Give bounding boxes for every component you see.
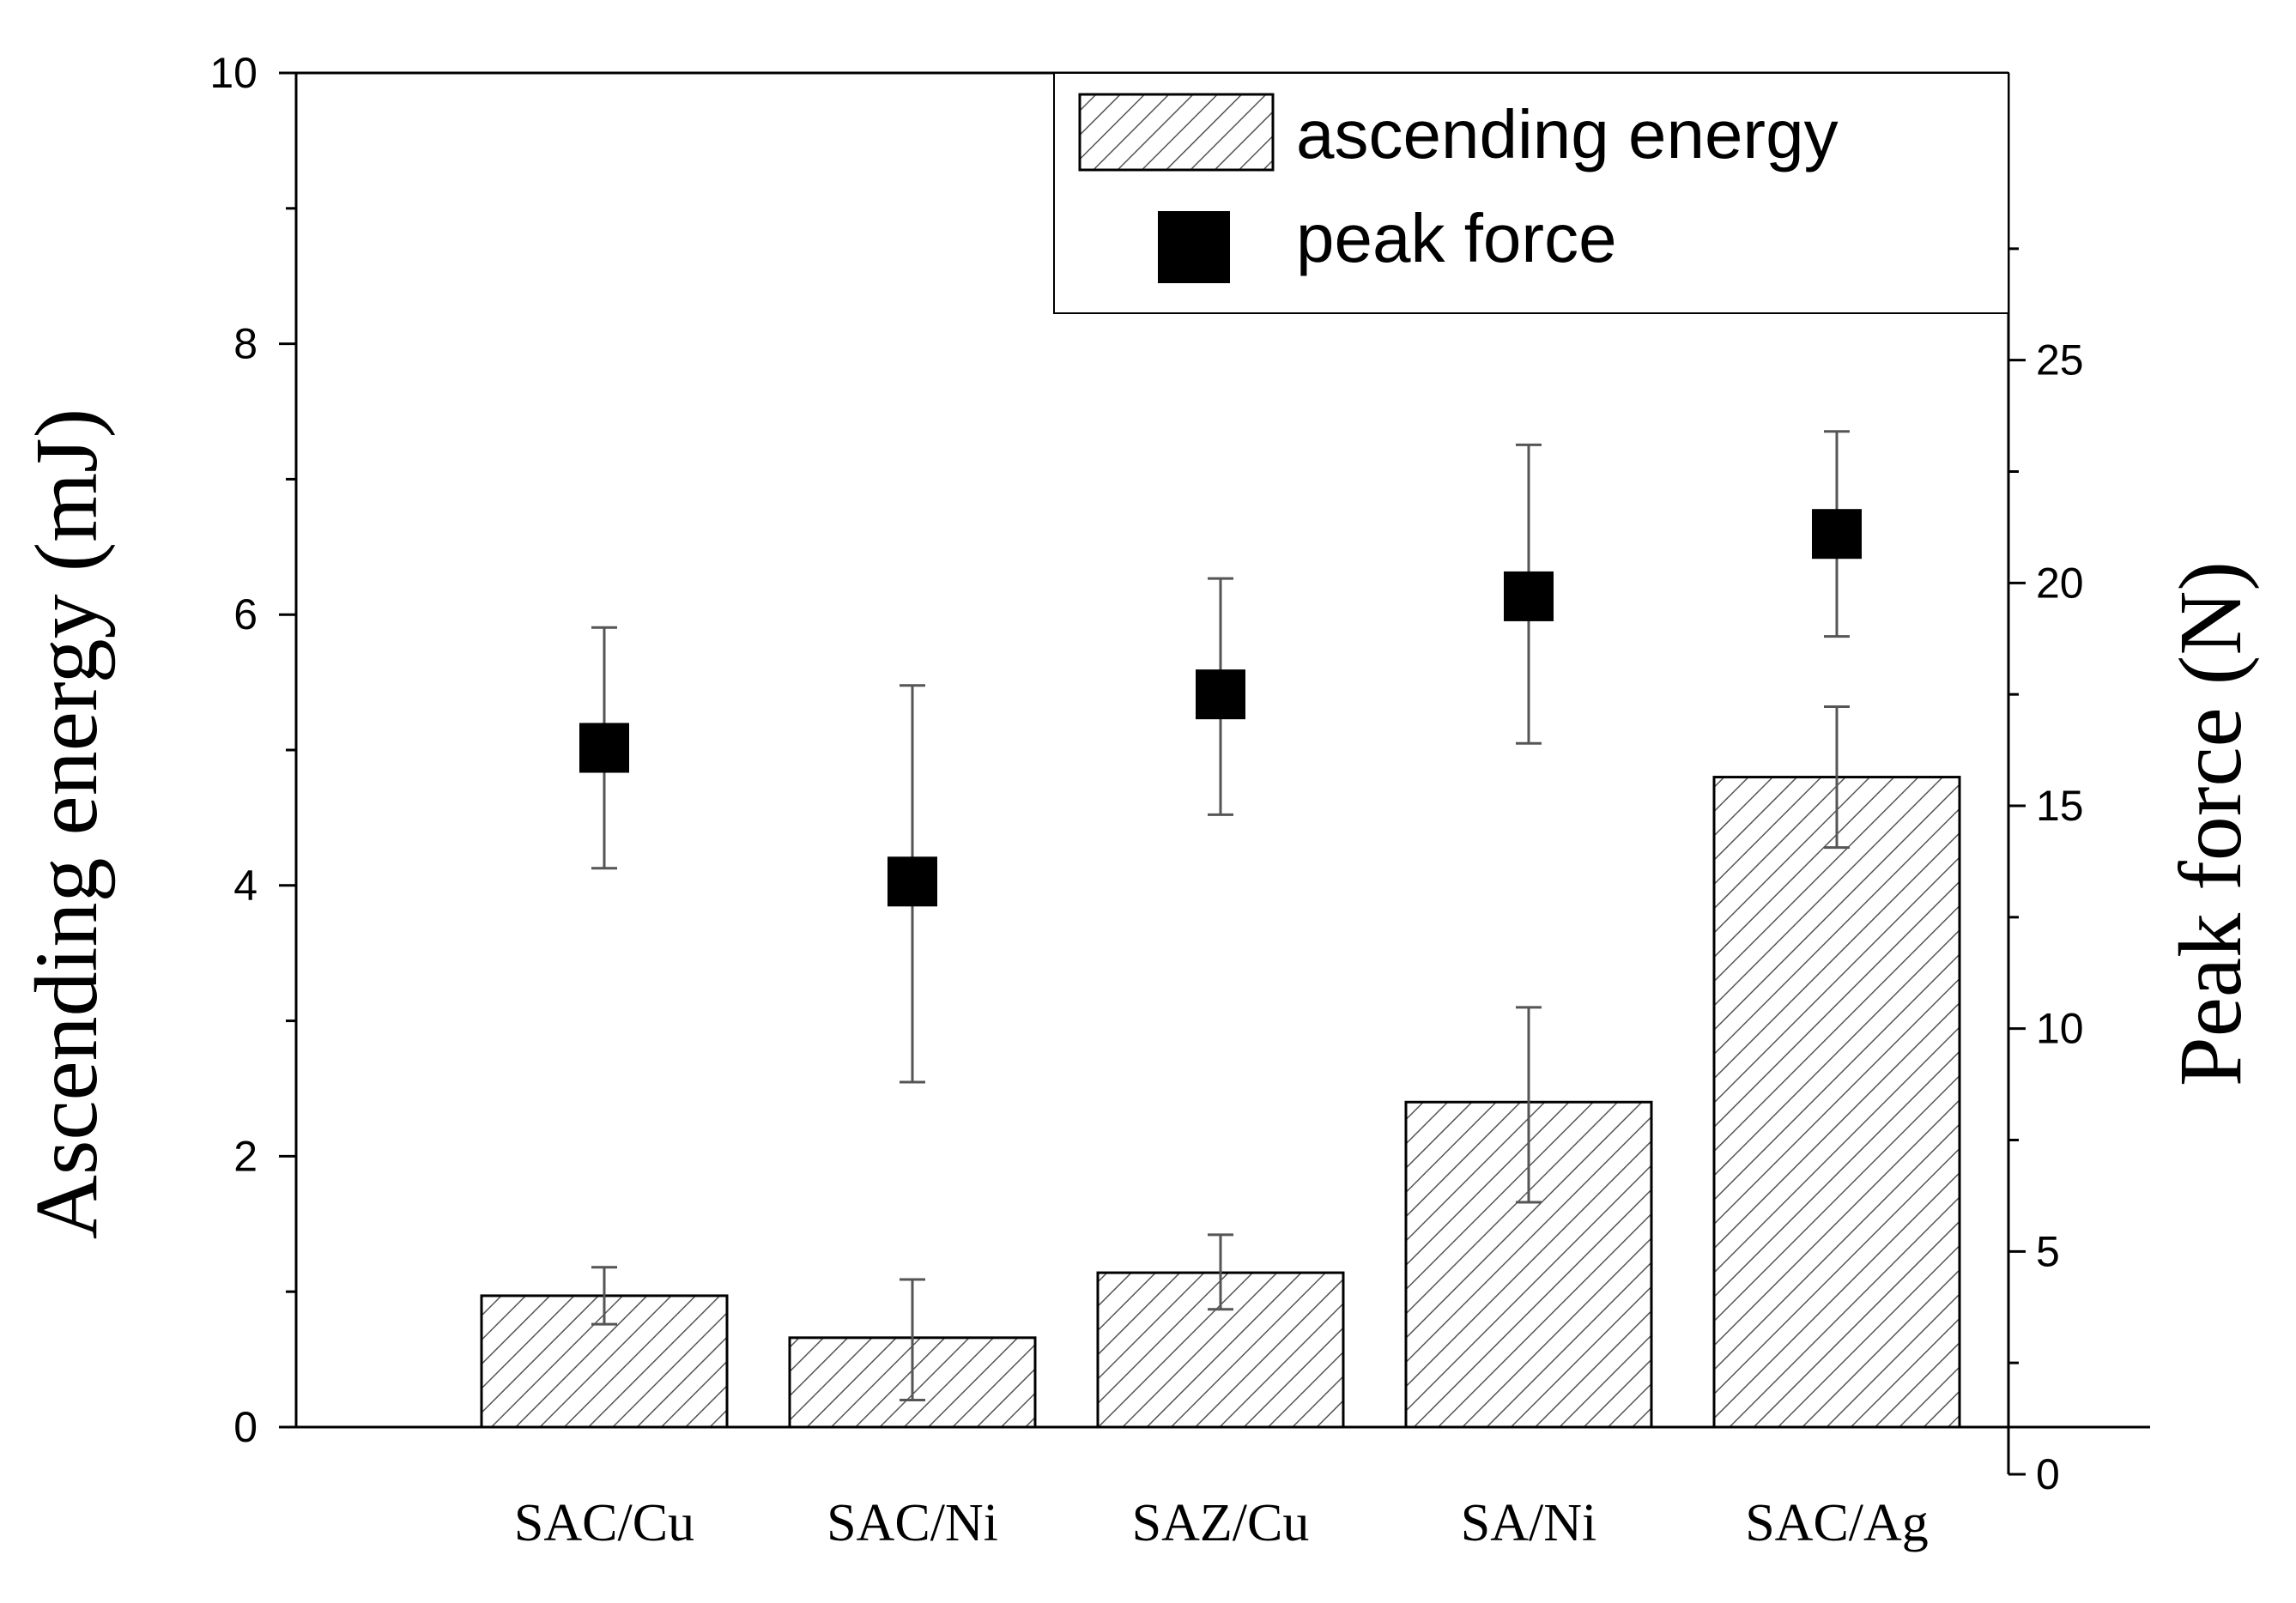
legend-label-ascending-energy: ascending energy (1296, 96, 1839, 172)
energy-bar (1712, 776, 1961, 1429)
peak-force-marker (579, 723, 629, 773)
error-bars-layer (591, 430, 1850, 1401)
markers-layer (579, 509, 1862, 907)
category-label: SAC/Cu (514, 1494, 694, 1552)
legend-swatch-peak-force (1158, 211, 1230, 283)
y2-axis-title: Peak force (N) (2161, 561, 2260, 1086)
right-tick-label: 25 (2036, 336, 2084, 384)
category-label: SA/Ni (1461, 1494, 1596, 1552)
left-axis-ticks: 0 2 4 6 8 10 (209, 49, 296, 1451)
bars-layer (480, 776, 1961, 1429)
left-tick-label: 0 (233, 1403, 257, 1451)
category-labels: SAC/Cu SAC/Ni SAZ/Cu SA/Ni SAC/Ag (514, 1494, 1929, 1552)
left-tick-label: 2 (233, 1132, 257, 1180)
peak-force-marker (1812, 509, 1862, 560)
left-tick-label: 4 (233, 862, 257, 910)
legend-swatch-ascending-energy (1078, 93, 1275, 172)
left-tick-label: 10 (209, 49, 257, 97)
peak-force-marker (888, 856, 937, 907)
legend: ascending energy peak force (1053, 72, 2009, 314)
category-label: SAZ/Cu (1132, 1494, 1310, 1552)
left-tick-label: 6 (233, 590, 257, 638)
category-label: SAC/Ni (827, 1494, 998, 1552)
right-tick-label: 5 (2036, 1227, 2060, 1275)
y-axis-title: Ascending energy (mJ) (17, 408, 116, 1240)
peak-force-marker (1504, 571, 1554, 621)
category-label: SAC/Ag (1745, 1494, 1929, 1552)
right-tick-label: 20 (2036, 559, 2084, 607)
right-tick-label: 15 (2036, 782, 2084, 830)
right-axis-ticks: 0 5 10 15 20 25 (2008, 247, 2084, 1498)
legend-label-peak-force: peak force (1296, 200, 1617, 276)
right-tick-label: 0 (2036, 1450, 2060, 1498)
left-tick-label: 8 (233, 320, 257, 368)
right-tick-label: 10 (2036, 1005, 2084, 1053)
peak-force-marker (1196, 669, 1245, 720)
